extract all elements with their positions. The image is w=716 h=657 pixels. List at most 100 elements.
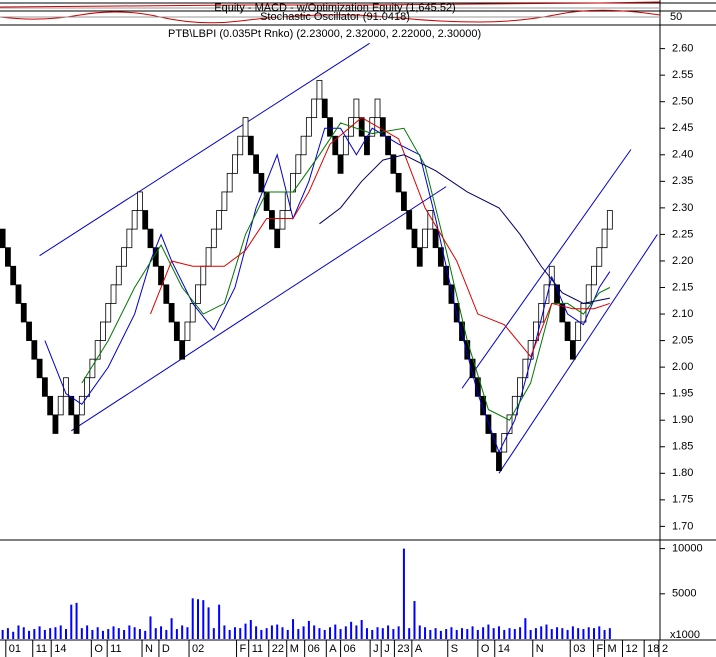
- volume-bar: [281, 627, 284, 639]
- volume-bar: [123, 629, 126, 639]
- volume-bar: [165, 629, 168, 639]
- x-tick-label: N: [145, 643, 153, 655]
- renko-brick: [591, 265, 597, 286]
- volume-bar: [59, 625, 62, 639]
- renko-brick: [110, 284, 117, 304]
- volume-bar: [439, 630, 442, 639]
- y-tick-label: 2.55: [672, 69, 693, 81]
- y-tick-label: 1.95: [672, 388, 693, 400]
- renko-brick: [5, 247, 11, 267]
- renko-brick: [31, 340, 38, 360]
- x-tick-label: S: [451, 643, 458, 655]
- volume-bar: [302, 626, 305, 639]
- volume-bar: [117, 628, 120, 639]
- x-tick-label: J: [384, 643, 390, 655]
- volume-bar: [334, 624, 337, 639]
- volume-bar: [128, 625, 131, 639]
- stochastic-line: [0, 9, 661, 24]
- volume-bar: [466, 629, 469, 639]
- x-tick-label: 11: [110, 643, 121, 655]
- renko-brick: [10, 265, 17, 286]
- renko-brick: [195, 284, 201, 304]
- x-tick-label: 02: [192, 643, 204, 655]
- x-tick-label: 18: [647, 643, 659, 655]
- renko-brick: [416, 247, 423, 267]
- volume-bar: [75, 602, 78, 639]
- volume-bar: [323, 629, 326, 639]
- renko-brick: [300, 135, 307, 156]
- volume-bar: [408, 628, 411, 639]
- volume-bar: [413, 601, 416, 639]
- x-tick-label: 12: [626, 643, 638, 655]
- volume-bar: [519, 627, 522, 639]
- volume-bar: [286, 629, 289, 639]
- volume-bar: [424, 627, 427, 639]
- x-tick-label: A: [415, 643, 423, 655]
- x-tick-label: D: [162, 643, 170, 655]
- x-tick-label: M: [608, 643, 617, 655]
- x-tick-label: 11: [36, 643, 47, 655]
- volume-bar: [181, 625, 184, 639]
- volume-bar: [566, 629, 569, 639]
- renko-brick: [332, 135, 339, 156]
- x-tick-label: 11: [252, 643, 263, 655]
- renko-brick: [0, 228, 6, 249]
- volume-bar: [91, 629, 94, 639]
- renko-brick: [353, 98, 360, 119]
- volume-bar: [112, 626, 115, 639]
- renko-brick: [474, 377, 481, 397]
- renko-brick: [210, 228, 217, 249]
- renko-brick: [316, 80, 323, 100]
- renko-brick: [184, 321, 191, 341]
- volume-bar: [38, 626, 41, 639]
- volume-bar: [603, 629, 606, 639]
- volume-bar: [292, 619, 295, 639]
- renko-brick: [390, 154, 397, 174]
- volume-bar: [360, 620, 363, 639]
- volume-unit-label: x1000: [670, 629, 700, 641]
- renko-brick: [126, 228, 133, 249]
- renko-brick: [36, 358, 43, 379]
- x-tick-label: J: [373, 643, 379, 655]
- volume-bar: [28, 630, 31, 639]
- renko-brick: [295, 154, 302, 174]
- volume-bar: [471, 626, 474, 639]
- x-tick-label: 06: [344, 643, 356, 655]
- renko-brick: [437, 247, 444, 267]
- volume-bar: [160, 626, 163, 639]
- trendline: [71, 186, 447, 432]
- volume-bar: [260, 629, 263, 639]
- volume-bar: [17, 625, 20, 639]
- volume-bar: [80, 628, 83, 639]
- volume-bar: [376, 627, 379, 639]
- renko-brick: [26, 321, 32, 341]
- volume-bar: [22, 627, 25, 639]
- volume-bar: [529, 629, 532, 639]
- y-tick-label: 2.60: [672, 43, 693, 55]
- moving-average: [319, 154, 610, 304]
- renko-brick: [548, 265, 555, 286]
- renko-brick: [105, 303, 112, 323]
- renko-brick: [94, 340, 101, 360]
- volume-bar: [355, 625, 358, 639]
- volume-bar: [170, 618, 173, 639]
- volume-bar: [577, 628, 580, 639]
- volume-bar: [418, 625, 421, 639]
- renko-brick: [247, 135, 254, 156]
- moving-average: [44, 127, 611, 454]
- renko-brick: [20, 303, 27, 323]
- stochastic-tick-label: 50: [670, 11, 682, 23]
- volume-bar: [265, 628, 268, 639]
- renko-brick: [585, 284, 592, 304]
- renko-brick: [237, 135, 244, 156]
- renko-brick: [216, 210, 223, 230]
- renko-brick: [364, 135, 370, 156]
- y-tick-label: 1.85: [672, 441, 693, 453]
- renko-brick: [269, 210, 275, 230]
- y-tick-label: 10000: [672, 543, 703, 555]
- renko-brick: [258, 172, 265, 193]
- renko-brick: [448, 284, 455, 304]
- volume-bar: [70, 604, 73, 639]
